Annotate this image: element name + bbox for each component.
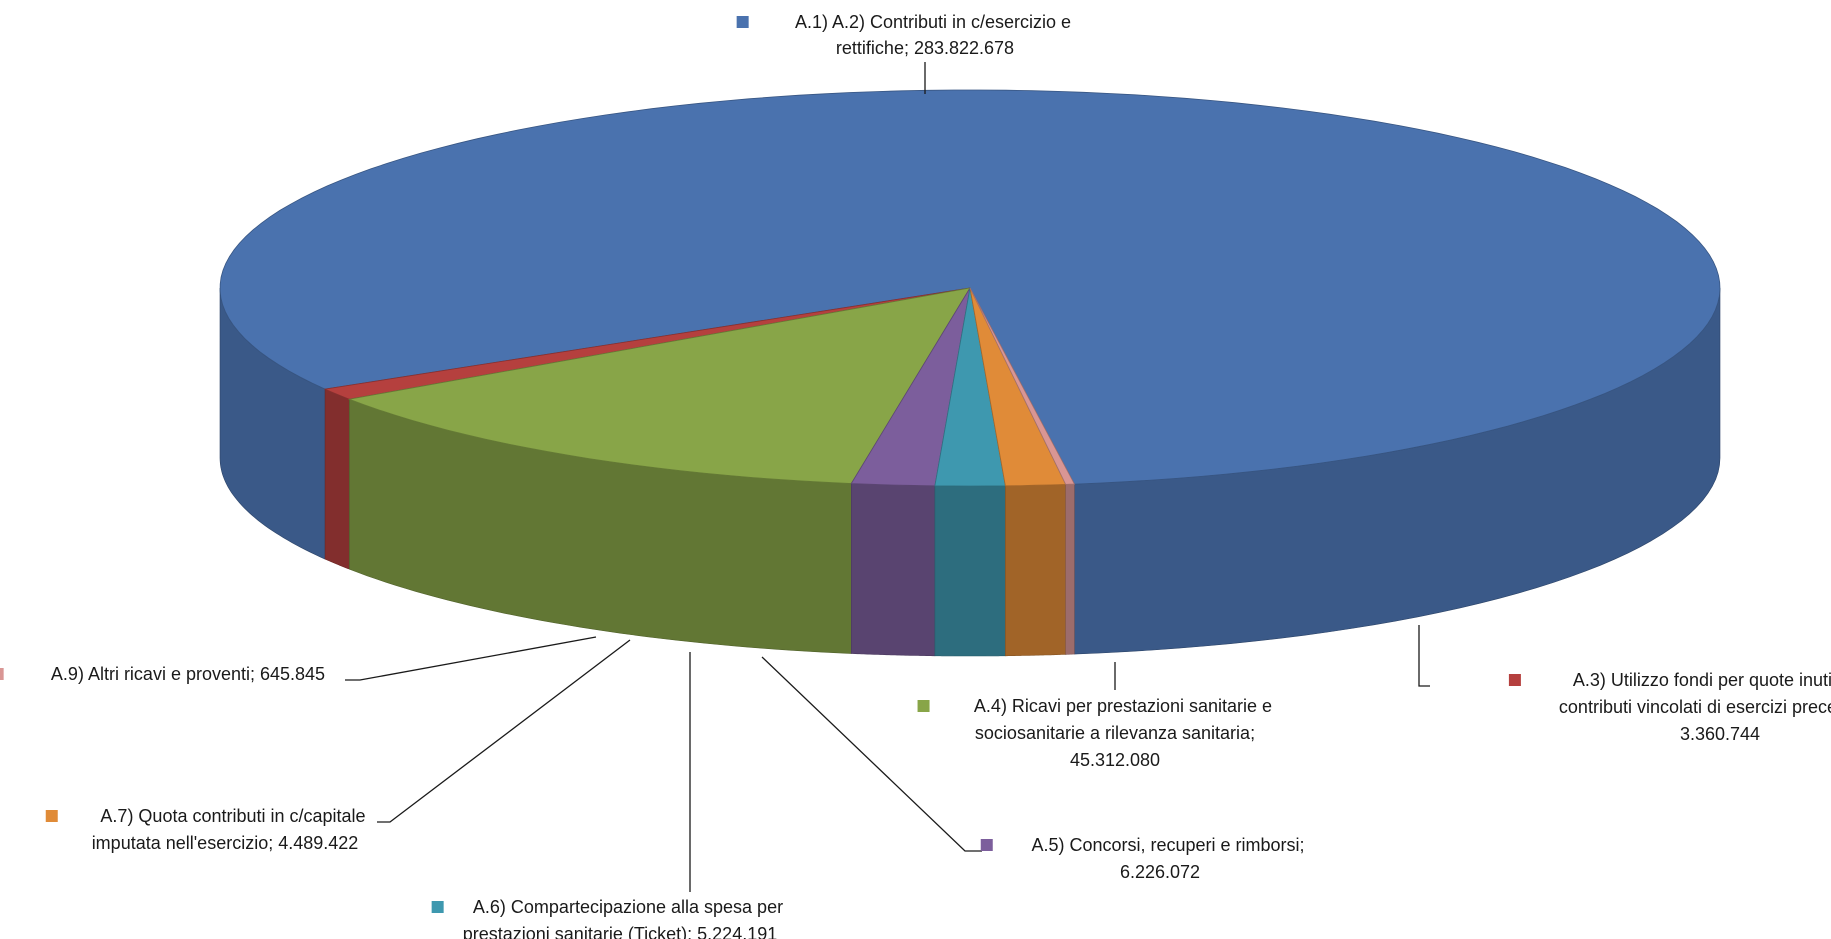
pie-sides	[219, 287, 1721, 657]
data-label-line: 6.226.072	[1120, 862, 1200, 882]
data-label-line: sociosanitarie a rilevanza sanitaria;	[975, 723, 1255, 743]
legend-key-icon	[980, 839, 993, 851]
data-label-a-7-quota-contributi-in-c-capitale-imput: A.7) Quota contributi in c/capitale imput…	[45, 806, 366, 853]
pie-tops	[219, 89, 1721, 487]
data-label-line: prestazioni sanitarie (Ticket); 5.224.19…	[463, 924, 778, 939]
legend-key-icon	[431, 901, 444, 913]
data-label-line: A.3) Utilizzo fondi per quote inutilizza…	[1573, 670, 1831, 690]
data-label-a-6-compartecipazione-alla-spesa-per-pre: A.6) Compartecipazione alla spesa per pre…	[431, 897, 783, 939]
leader-line-a-5-concorsi-recuperi-e-rimborsi	[761, 656, 982, 852]
legend-key-icon	[917, 700, 930, 712]
data-label-a-5-concorsi-recuperi-e-rimborsi: A.5) Concorsi, recuperi e rimborsi; 6.226…	[980, 835, 1305, 882]
leader-line-a-3-utilizzo-fondi-per-quote-inutilizzat	[1418, 625, 1430, 687]
legend-key-icon	[736, 16, 749, 28]
pie-slice-a-9-altri-ricavi-e-proventi	[969, 287, 1076, 485]
data-label-line: A.6) Compartecipazione alla spesa per	[473, 897, 783, 917]
data-label-line: A.1) A.2) Contributi in c/esercizio e	[795, 12, 1071, 32]
data-label-line: A.9) Altri ricavi e proventi; 645.845	[51, 664, 325, 684]
pie-side-a-3-utilizzo-fondi-per-quote-inutilizzat	[324, 388, 350, 570]
data-label-a-9-altri-ricavi-e-proventi: A.9) Altri ricavi e proventi; 645.845	[0, 664, 325, 684]
data-label-line: A.5) Concorsi, recuperi e rimborsi;	[1031, 835, 1304, 855]
data-labels: A.1) A.2) Contributi in c/esercizio e ret…	[0, 12, 1831, 939]
data-label-line: imputata nell'esercizio; 4.489.422	[92, 833, 359, 853]
data-label-line: rettifiche; 283.822.678	[836, 38, 1014, 58]
data-label-a-3-utilizzo-fondi-per-quote-inutilizzat: A.3) Utilizzo fondi per quote inutilizza…	[1508, 670, 1831, 744]
leader-lines	[345, 62, 1430, 892]
legend-key-icon	[0, 668, 4, 680]
pie-slice-a-1-a-2-contributi-in-c-esercizio-e-rett	[219, 89, 1721, 485]
pie-side-a-7-quota-contributi-in-c-capitale-imput	[1005, 484, 1066, 657]
pie-side-a-6-compartecipazione-alla-spesa-per-pre	[934, 485, 1006, 657]
leader-line-a-9-altri-ricavi-e-proventi	[345, 636, 597, 681]
data-label-line: 3.360.744	[1680, 724, 1760, 744]
pie-side-a-5-concorsi-recuperi-e-rimborsi	[851, 483, 936, 657]
data-label-line: A.4) Ricavi per prestazioni sanitarie e	[974, 696, 1272, 716]
data-label-line: A.7) Quota contributi in c/capitale	[100, 806, 365, 826]
data-label-line: 45.312.080	[1070, 750, 1160, 770]
legend-key-icon	[45, 810, 58, 822]
legend-key-icon	[1508, 674, 1521, 686]
data-label-a-1-a-2-contributi-in-c-esercizio-e-rett: A.1) A.2) Contributi in c/esercizio e ret…	[736, 12, 1071, 58]
data-label-a-4-ricavi-per-prestazioni-sanitarie-e-s: A.4) Ricavi per prestazioni sanitarie e s…	[917, 696, 1272, 770]
pie-side-a-9-altri-ricavi-e-proventi	[1065, 483, 1075, 655]
data-label-line: contributi vincolati di esercizi precede…	[1559, 697, 1831, 717]
pie-slice-a-4-ricavi-per-prestazioni-sanitarie-e-s	[347, 287, 971, 484]
leader-line-a-7-quota-contributi-in-c-capitale-imput	[377, 639, 631, 823]
